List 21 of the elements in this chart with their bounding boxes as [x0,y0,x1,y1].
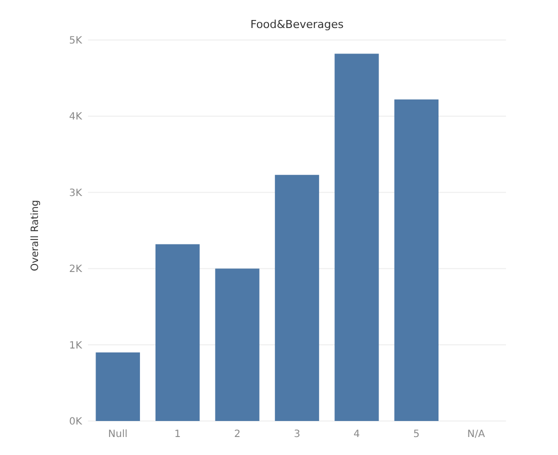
y-tick-label: 5K [69,36,82,46]
y-tick-label: 2K [69,264,82,276]
bar [394,99,439,421]
bar [274,174,320,421]
y-tick-label: 0K [69,416,82,428]
x-tick-label: N/A [467,429,486,440]
x-tick-label: 1 [174,429,181,440]
bar [215,268,260,421]
y-tick-label: 4K [69,112,82,123]
bar [155,244,200,421]
bar [96,352,140,421]
bar [334,54,379,421]
x-tick-label: 2 [234,429,240,440]
y-tick-label: 1K [69,340,82,352]
x-tick-label: Null [108,429,128,440]
x-tick-label: 4 [354,429,360,440]
x-tick-label: 5 [413,429,420,440]
chart-title: Food&Beverages [250,18,344,31]
x-tick-label: 3 [294,429,300,440]
y-axis-title: Overall Rating [30,200,41,272]
y-tick-label: 3K [69,188,82,199]
